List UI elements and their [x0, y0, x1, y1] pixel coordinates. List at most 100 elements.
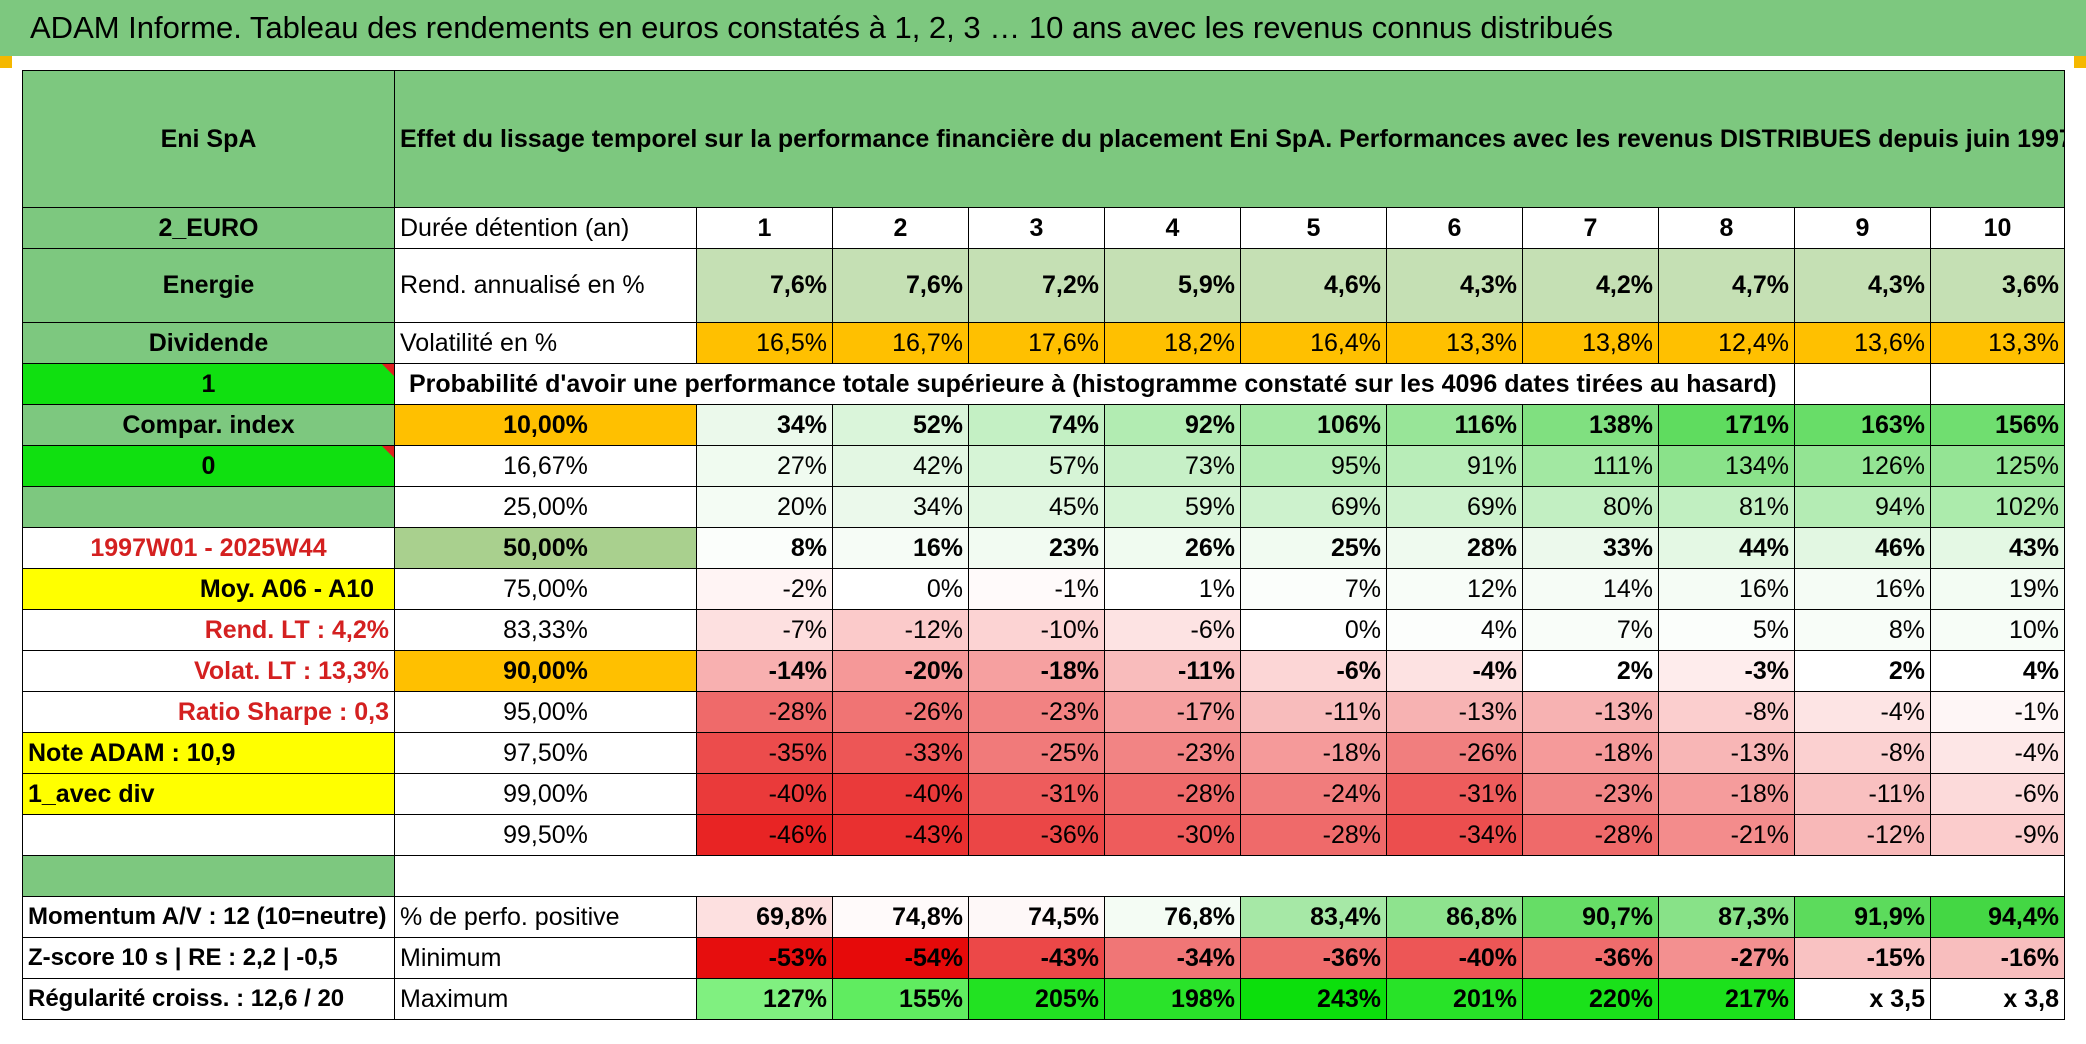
- option-one-cell[interactable]: 1: [22, 363, 395, 405]
- prob-cell: -6%: [1930, 773, 2065, 815]
- pos-cell: 86,8%: [1386, 896, 1523, 938]
- prob-cell: 1%: [1104, 568, 1241, 610]
- prob-row: Note ADAM : 10,9 97,50% -35% -33% -25% -…: [22, 732, 2065, 774]
- prob-row-label: 50,00%: [394, 527, 697, 569]
- prob-row-label: 99,00%: [394, 773, 697, 815]
- minimum-row: Z-score 10 s | RE : 2,2 | -0,5 Minimum -…: [22, 937, 2065, 979]
- pos-cell: 94,4%: [1930, 896, 2065, 938]
- prob-cell: 134%: [1658, 445, 1795, 487]
- prob-cell: 126%: [1794, 445, 1931, 487]
- prob-cell: 10%: [1930, 609, 2065, 651]
- prob-cell: 69%: [1240, 486, 1387, 528]
- prob-cell: -23%: [968, 691, 1105, 733]
- max-cell: x 3,5: [1794, 978, 1931, 1020]
- year-cell: 9: [1794, 207, 1931, 249]
- prob-row: Rend. LT : 4,2% 83,33% -7% -12% -10% -6%…: [22, 609, 2065, 651]
- year-cell: 1: [696, 207, 833, 249]
- min-cell: -16%: [1930, 937, 2065, 979]
- prob-cell: -24%: [1240, 773, 1387, 815]
- prob-cell: -43%: [832, 814, 969, 856]
- prob-cell: 92%: [1104, 404, 1241, 446]
- returns-table: Eni SpA Effet du lissage temporel sur la…: [22, 70, 2065, 1020]
- max-cell: 217%: [1658, 978, 1795, 1020]
- prob-cell: 4%: [1386, 609, 1523, 651]
- prob-cell: -3%: [1658, 650, 1795, 692]
- header-row: Eni SpA Effet du lissage temporel sur la…: [22, 70, 2065, 208]
- vol-cell: 16,5%: [696, 322, 833, 364]
- prob-cell: 5%: [1658, 609, 1795, 651]
- year-cell: 10: [1930, 207, 2065, 249]
- vol-cell: 13,3%: [1386, 322, 1523, 364]
- prob-cell: -4%: [1794, 691, 1931, 733]
- spacer-blank: [394, 855, 2065, 897]
- prob-cell: 69%: [1386, 486, 1523, 528]
- min-label: Minimum: [394, 937, 697, 979]
- prob-cell: -8%: [1794, 732, 1931, 774]
- prob-row: Compar. index 10,00% 34% 52% 74% 92% 106…: [22, 404, 2065, 446]
- prob-cell: 42%: [832, 445, 969, 487]
- report-title: ADAM Informe. Tableau des rendements en …: [0, 0, 2086, 56]
- prob-cell: 156%: [1930, 404, 2065, 446]
- prob-cell: 2%: [1522, 650, 1659, 692]
- prob-cell: -40%: [832, 773, 969, 815]
- prob-cell: 52%: [832, 404, 969, 446]
- prob-cell: 16%: [832, 527, 969, 569]
- pos-cell: 90,7%: [1522, 896, 1659, 938]
- prob-cell: 26%: [1104, 527, 1241, 569]
- prob-cell: 106%: [1240, 404, 1387, 446]
- frame-corner-left: [0, 56, 12, 68]
- rend-cell: 7,6%: [832, 248, 969, 323]
- momentum-label: Momentum A/V : 12 (10=neutre): [22, 896, 395, 938]
- prob-row-label: 25,00%: [394, 486, 697, 528]
- prob-cell: 4%: [1930, 650, 2065, 692]
- prob-cell: -4%: [1930, 732, 2065, 774]
- prob-cell: -21%: [1658, 814, 1795, 856]
- prob-cell: 46%: [1794, 527, 1931, 569]
- prob-cell: -1%: [968, 568, 1105, 610]
- prob-cell: -17%: [1104, 691, 1241, 733]
- vol-cell: 16,7%: [832, 322, 969, 364]
- rend-cell: 4,3%: [1386, 248, 1523, 323]
- regularite-label: Régularité croiss. : 12,6 / 20: [22, 978, 395, 1020]
- prob-cell: -26%: [1386, 732, 1523, 774]
- currency-label: 2_EURO: [22, 207, 395, 249]
- max-cell: 205%: [968, 978, 1105, 1020]
- duration-label: Durée détention (an): [394, 207, 697, 249]
- max-cell: 127%: [696, 978, 833, 1020]
- prob-cell: -8%: [1658, 691, 1795, 733]
- prob-cell: -31%: [968, 773, 1105, 815]
- prob-row: Volat. LT : 13,3% 90,00% -14% -20% -18% …: [22, 650, 2065, 692]
- rend-lt-label: Rend. LT : 4,2%: [22, 609, 395, 651]
- prob-cell: 16%: [1658, 568, 1795, 610]
- volatility-row: Dividende Volatilité en % 16,5% 16,7% 17…: [22, 322, 2065, 364]
- prob-cell: -6%: [1104, 609, 1241, 651]
- prob-row: 99,50% -46% -43% -36% -30% -28% -34% -28…: [22, 814, 2065, 856]
- prob-cell: 34%: [832, 486, 969, 528]
- prob-cell: -12%: [1794, 814, 1931, 856]
- years-row: 2_EURO Durée détention (an) 1 2 3 4 5 6 …: [22, 207, 2065, 249]
- year-cell: 3: [968, 207, 1105, 249]
- prob-cell: -18%: [1240, 732, 1387, 774]
- pos-cell: 83,4%: [1240, 896, 1387, 938]
- probability-label: Probabilité d'avoir une performance tota…: [394, 363, 1795, 405]
- prob-cell: 16%: [1794, 568, 1931, 610]
- option-zero-cell[interactable]: 0: [22, 445, 395, 487]
- prob-row-label: 99,50%: [394, 814, 697, 856]
- prob-cell: -28%: [1240, 814, 1387, 856]
- prob-cell: -13%: [1522, 691, 1659, 733]
- prob-cell: 0%: [1240, 609, 1387, 651]
- vol-cell: 13,8%: [1522, 322, 1659, 364]
- positive-perf-row: Momentum A/V : 12 (10=neutre) % de perfo…: [22, 896, 2065, 938]
- prob-cell: 27%: [696, 445, 833, 487]
- prob-cell: 33%: [1522, 527, 1659, 569]
- prob-cell: 80%: [1522, 486, 1659, 528]
- prob-cell: 23%: [968, 527, 1105, 569]
- prob-cell: 95%: [1240, 445, 1387, 487]
- prob-cell: 163%: [1794, 404, 1931, 446]
- prob-cell: -28%: [1522, 814, 1659, 856]
- prob-cell: 125%: [1930, 445, 2065, 487]
- prob-cell: -18%: [968, 650, 1105, 692]
- min-cell: -36%: [1522, 937, 1659, 979]
- prob-cell: -46%: [696, 814, 833, 856]
- prob-cell: 44%: [1658, 527, 1795, 569]
